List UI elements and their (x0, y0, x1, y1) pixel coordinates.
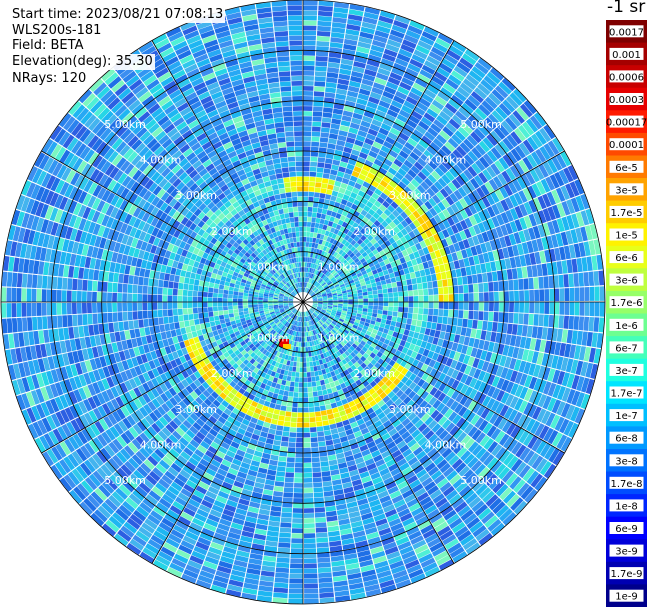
colorbar-label-box (609, 386, 644, 399)
range-label: 4.00km (140, 438, 182, 451)
range-label: 3.00km (389, 189, 431, 202)
colorbar-label: 1.7e-9 (610, 569, 642, 580)
colorbar-label: 0.0017 (609, 27, 644, 38)
colorbar-label-box (609, 544, 644, 557)
colorbar-label: 1e-5 (615, 231, 638, 242)
colorbar-label: 0.0006 (609, 72, 644, 83)
colorbar-label-box (609, 589, 644, 602)
colorbar-label: 0.0001 (609, 140, 644, 151)
device-label: WLS200s-181 (10, 23, 104, 39)
range-grid (0, 0, 606, 605)
colorbar-label-box (609, 138, 644, 151)
colorbar-label: 6e-6 (615, 253, 638, 264)
colorbar-label-box (609, 454, 644, 467)
colorbar-label: 6e-7 (615, 343, 638, 354)
colorbar-label: 6e-9 (615, 524, 638, 535)
colorbar-label: 1.7e-6 (610, 298, 642, 309)
colorbar-label-box (609, 47, 644, 60)
range-label: 5.00km (460, 118, 502, 131)
nrays-label: NRays: 120 (10, 71, 89, 87)
start-time-label: Start time: 2023/08/21 07:08:13 (10, 7, 226, 23)
field-label: Field: BETA (10, 38, 86, 54)
colorbar-label-box (609, 70, 644, 83)
colorbar-label: 6e-5 (615, 163, 638, 174)
colorbar-label: 1.7e-8 (610, 479, 642, 490)
range-label: 2.00km (211, 367, 253, 380)
colorbar-label-box (609, 499, 644, 512)
range-labels: 1.00km 1.00km 1.00km 1.00km 2.00km 2.00km 2.00… (104, 118, 502, 487)
colorbar-label-box (609, 93, 644, 105)
colorbar-label: 3e-5 (615, 185, 638, 196)
colorbar-label-box (609, 522, 644, 534)
range-label: 3.00km (175, 403, 217, 416)
elevation-label: Elevation(deg): 35.30 (10, 54, 155, 70)
range-label: 1.00km (318, 332, 360, 345)
colorbar-label: 1.7e-7 (610, 389, 642, 400)
colorbar-label: 1e-6 (615, 321, 638, 332)
colorbar-label-box (609, 341, 644, 354)
near-field-hotspot (279, 339, 291, 349)
colorbar-label-box (609, 567, 644, 580)
range-label: 5.00km (460, 474, 502, 487)
colorbar-label-box (609, 160, 644, 173)
colorbar-label-box (609, 25, 644, 38)
colorbar-label: 3e-7 (615, 366, 638, 377)
azimuth-spoke (41, 150, 565, 454)
colorbar-label-box (609, 251, 644, 264)
colorbar-label: 0.00017 (606, 118, 647, 129)
colorbar-label-box (609, 318, 644, 331)
colorbar-label: 3e-9 (615, 547, 638, 558)
range-label: 5.00km (104, 118, 146, 131)
range-label: 4.00km (425, 154, 467, 167)
range-label: 1.00km (318, 260, 360, 273)
colorbar-label-box (609, 431, 644, 444)
colorbar-label-box (609, 228, 644, 241)
range-label: 2.00km (353, 225, 395, 238)
colorbar-label-box (609, 409, 644, 422)
colorbar-label: 1e-7 (615, 411, 638, 422)
colorbar-label: 3e-8 (615, 456, 638, 467)
colorbar-label: 0.0003 (609, 95, 644, 106)
range-label: 2.00km (211, 225, 253, 238)
range-label: 2.00km (353, 367, 395, 380)
colorbar-label: 6e-8 (615, 434, 638, 445)
colorbar-label: 3e-6 (615, 276, 638, 287)
colorbar-label-box (609, 273, 644, 286)
range-label: 4.00km (140, 154, 182, 167)
colorbar-label: 1.7e-5 (610, 208, 642, 219)
colorbar-unit: -1 sr (607, 0, 646, 17)
colorbar-label-box (609, 115, 644, 128)
colorbar-label-box (609, 296, 644, 309)
colorbar: 0.0017 0.001 0.0006 0.0003 0.00017 0.0001 6e-5… (606, 20, 647, 607)
colorbar-label: 0.001 (612, 50, 641, 61)
colorbar-label-box (609, 476, 644, 489)
ppi-scan-plot: 1.00km 1.00km 1.00km 1.00km 2.00km 2.00km 2.00… (0, 0, 606, 605)
colorbar-label: 1e-8 (615, 501, 638, 512)
range-label: 5.00km (104, 474, 146, 487)
range-label: 4.00km (425, 438, 467, 451)
colorbar-label-box (609, 363, 644, 376)
colorbar-label-box (609, 183, 644, 196)
colorbar-label-box (609, 205, 644, 218)
range-label: 1.00km (247, 260, 289, 273)
colorbar-label: 1e-9 (615, 592, 638, 603)
range-label: 3.00km (389, 403, 431, 416)
range-label: 1.00km (247, 332, 289, 345)
backscatter-field (1, 0, 605, 604)
range-label: 3.00km (175, 189, 217, 202)
